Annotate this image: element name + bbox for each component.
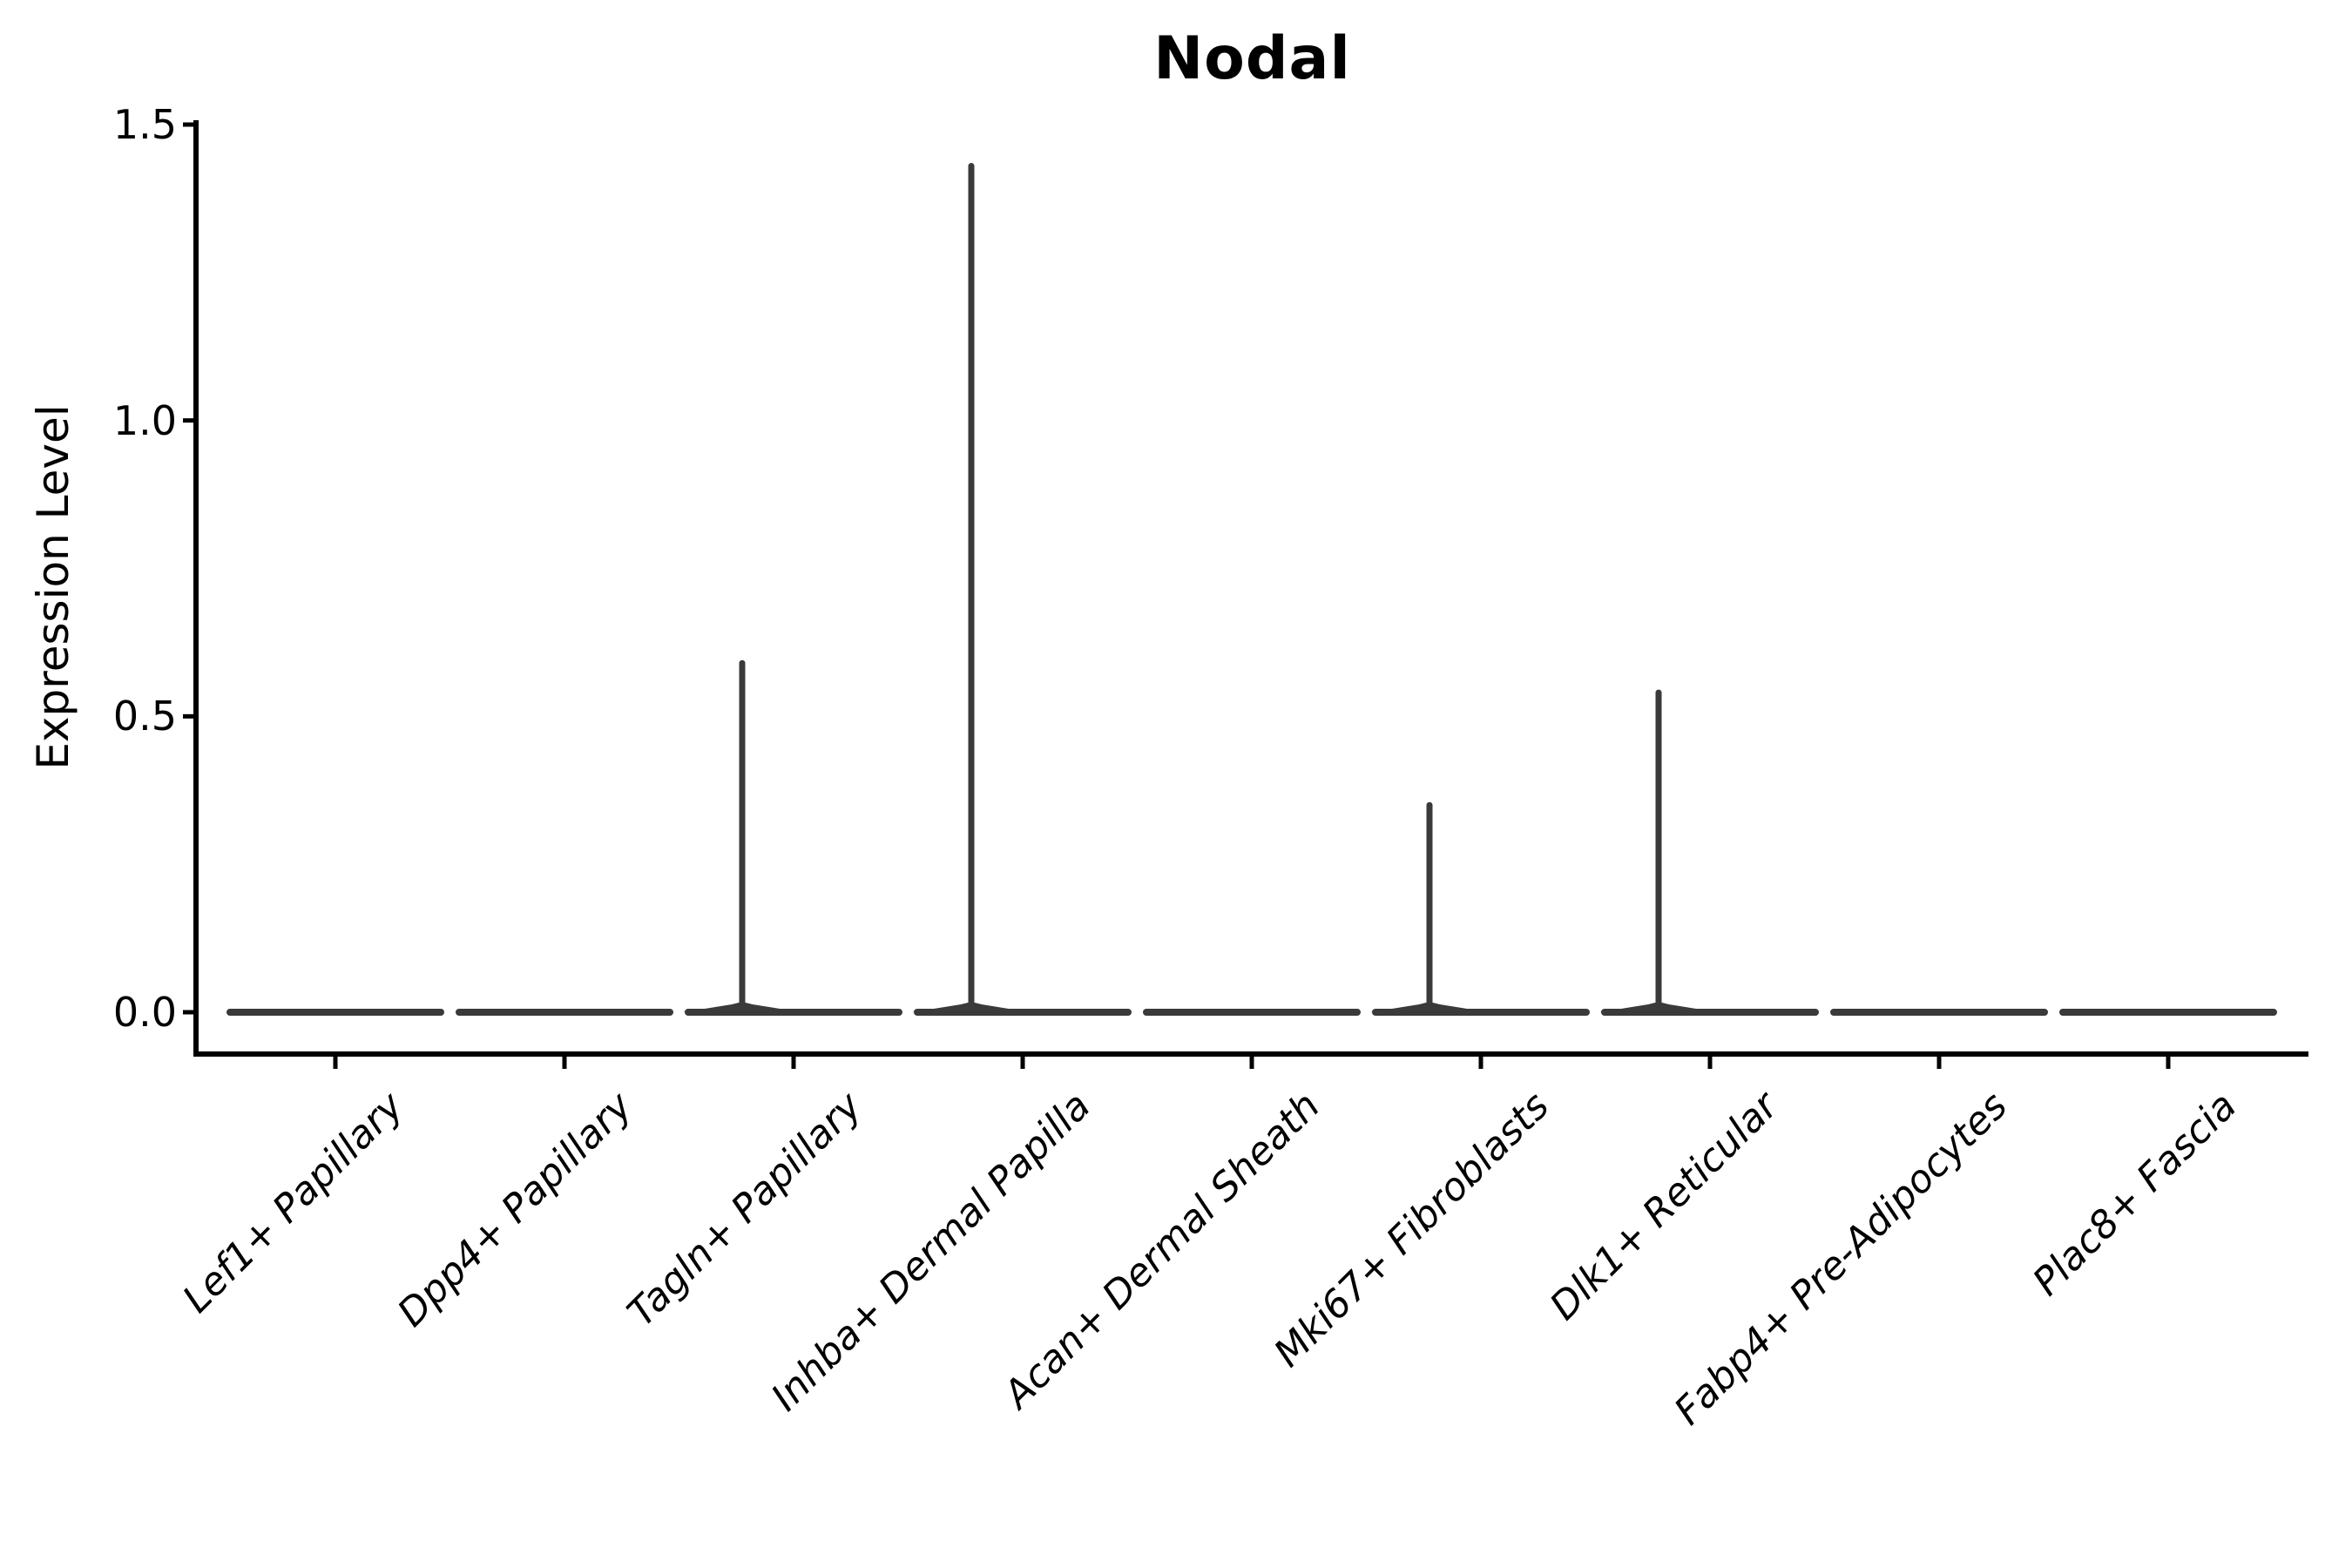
y-tick-label: 0.0 — [112, 989, 177, 1036]
plot-title: Nodal — [1153, 24, 1351, 93]
y-axis-title: Expression Level — [28, 404, 78, 770]
y-tick-label: 0.5 — [112, 693, 177, 740]
y-tick-label: 1.0 — [112, 396, 177, 444]
y-tick-label: 1.5 — [112, 101, 177, 148]
